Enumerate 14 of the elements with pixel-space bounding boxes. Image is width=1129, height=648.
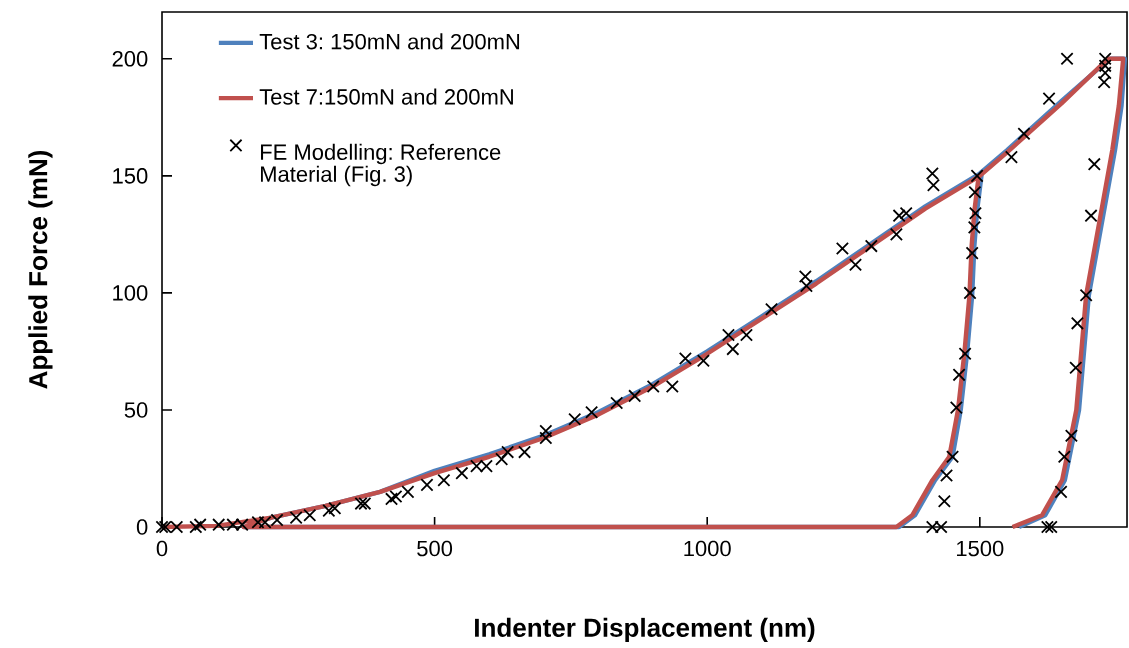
x-tick-label: 500 (417, 540, 453, 557)
y-tick-label: 200 (112, 51, 148, 67)
y-axis-title: Applied Force (mN) (28, 150, 53, 389)
legend-label: Test 7:150mN and 200mN (259, 88, 513, 105)
y-tick-label: 100 (113, 285, 148, 301)
legend-label: FE Modelling: Reference Material (Fig. 3) (261, 143, 501, 187)
x-tick-label: 1500 (957, 540, 1004, 557)
legend-label: Test 3: 150mN and 200mN (259, 33, 520, 50)
x-axis-title: Indenter Displacement (nm) (475, 617, 815, 643)
y-tick-label: 50 (124, 402, 148, 418)
x-tick-label: 0 (156, 540, 168, 557)
y-tick-label: 0 (136, 519, 148, 535)
y-tick-label: 150 (113, 168, 148, 184)
x-tick-label: 1000 (684, 540, 731, 557)
